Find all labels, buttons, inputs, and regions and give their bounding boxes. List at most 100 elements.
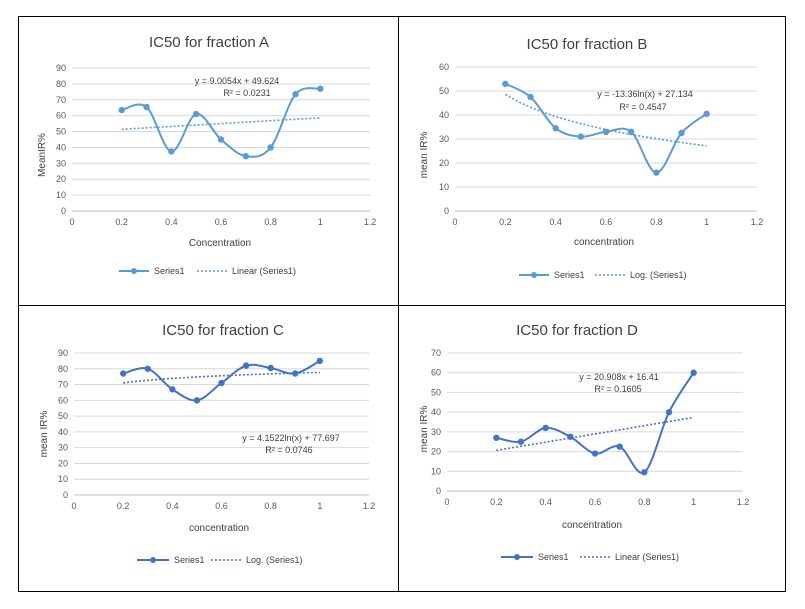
legend-series-marker bbox=[131, 268, 137, 274]
data-point bbox=[542, 424, 549, 432]
data-point bbox=[242, 362, 250, 369]
y-tick-label: 0 bbox=[61, 206, 66, 216]
legend-series-label: Series1 bbox=[538, 552, 569, 562]
data-point bbox=[169, 386, 176, 393]
y-tick-label: 60 bbox=[58, 395, 68, 405]
data-point bbox=[591, 450, 599, 457]
data-point bbox=[143, 103, 150, 111]
data-point bbox=[217, 136, 225, 143]
chart-panel-c: IC50 for fraction C 01020304050607080900… bbox=[39, 322, 375, 565]
trendline-path bbox=[504, 93, 707, 147]
series-line bbox=[118, 85, 324, 160]
gridlines bbox=[74, 352, 369, 496]
r-squared-label: R² = 0.0746 bbox=[265, 445, 312, 455]
data-point bbox=[119, 370, 127, 377]
y-tick-label: 10 bbox=[431, 466, 441, 476]
y-tick-label: 20 bbox=[431, 447, 441, 457]
y-tick-label: 50 bbox=[431, 387, 441, 397]
x-tick-label: 0.4 bbox=[165, 217, 178, 227]
y-tick-label: 50 bbox=[439, 86, 449, 96]
legend-series-label: Series1 bbox=[174, 555, 205, 565]
x-tick-label: 0 bbox=[71, 501, 76, 511]
data-point bbox=[627, 128, 635, 135]
legend: Series1 Linear (Series1) bbox=[119, 266, 296, 276]
y-tick-label: 90 bbox=[58, 348, 68, 358]
y-tick-label: 40 bbox=[439, 110, 449, 120]
data-point bbox=[242, 152, 250, 160]
r-squared-label: R² = 0.1605 bbox=[594, 384, 641, 394]
y-tick-label: 60 bbox=[56, 111, 66, 121]
legend: Series1 Log. (Series1) bbox=[137, 555, 303, 565]
x-tick-label: 0.2 bbox=[115, 217, 128, 227]
data-point bbox=[193, 397, 201, 404]
y-tick-label: 70 bbox=[56, 95, 66, 105]
legend: Series1 Log. (Series1) bbox=[519, 270, 687, 280]
x-tick-label: 0 bbox=[444, 497, 449, 507]
y-axis-title: mean IR% bbox=[419, 132, 430, 179]
x-tick-label: 0 bbox=[452, 217, 457, 227]
data-point bbox=[192, 110, 200, 118]
series-path bbox=[121, 87, 321, 158]
gridlines bbox=[455, 66, 757, 212]
x-tick-label: 0.2 bbox=[490, 497, 503, 507]
y-tick-label: 80 bbox=[58, 364, 68, 374]
legend-trend-label: Log. (Series1) bbox=[630, 270, 687, 280]
data-point bbox=[665, 408, 673, 416]
data-point bbox=[552, 125, 559, 132]
trend-equation: y = 20.908x + 16.41 bbox=[579, 372, 659, 382]
x-tick-label: 1.2 bbox=[364, 217, 377, 227]
y-axis-title: mean IR% bbox=[419, 406, 430, 453]
series-line bbox=[119, 357, 324, 404]
x-tick-label: 1.2 bbox=[751, 217, 764, 227]
data-point bbox=[292, 91, 299, 98]
data-point bbox=[527, 93, 534, 101]
data-point bbox=[678, 129, 685, 137]
tick-labels: 0 10 20 30 40 50 60 70 80 90 0 0.2 0.4 0.6 0.8 1 1.2 bbox=[56, 63, 376, 227]
data-point bbox=[292, 370, 299, 377]
outer-border bbox=[18, 16, 786, 592]
x-tick-label: 0.6 bbox=[215, 501, 228, 511]
data-point bbox=[144, 365, 151, 372]
y-tick-label: 10 bbox=[58, 474, 68, 484]
chart-panel-b: IC50 for fraction B 0 10 20 30 40 50 60 0 0.2 0.4… bbox=[419, 36, 763, 280]
x-tick-label: 0.8 bbox=[650, 217, 663, 227]
y-tick-label: 70 bbox=[431, 348, 441, 358]
x-axis-title: concentration bbox=[189, 523, 249, 534]
x-tick-label: 0 bbox=[69, 217, 74, 227]
data-point bbox=[653, 169, 660, 176]
gridlines bbox=[72, 67, 370, 212]
x-tick-label: 0.8 bbox=[264, 501, 277, 511]
tick-labels: 0 10 20 30 40 50 60 0 0.2 0.4 0.6 0.8 1 1.2 bbox=[439, 62, 763, 227]
y-tick-label: 10 bbox=[56, 190, 66, 200]
data-point bbox=[267, 364, 274, 372]
x-tick-label: 0.8 bbox=[638, 497, 651, 507]
x-axis-title: Concentration bbox=[189, 238, 251, 249]
y-tick-label: 60 bbox=[431, 368, 441, 378]
x-tick-label: 0.8 bbox=[264, 217, 277, 227]
chart-title: IC50 for fraction D bbox=[516, 322, 638, 339]
series-line bbox=[493, 369, 697, 476]
data-point bbox=[118, 106, 125, 114]
trend-equation: y = 4.1522ln(x) + 77.697 bbox=[242, 433, 340, 443]
legend-series-marker bbox=[531, 272, 537, 278]
data-point bbox=[690, 369, 697, 376]
x-tick-label: 1 bbox=[704, 217, 709, 227]
data-point bbox=[267, 144, 274, 151]
data-point bbox=[602, 128, 610, 135]
y-tick-label: 40 bbox=[56, 142, 66, 152]
legend-trend-label: Log. (Series1) bbox=[246, 555, 303, 565]
x-tick-label: 0.6 bbox=[589, 497, 602, 507]
y-tick-label: 30 bbox=[431, 427, 441, 437]
x-tick-label: 0.2 bbox=[117, 501, 130, 511]
x-axis-title: concentration bbox=[574, 237, 634, 248]
data-point bbox=[316, 357, 324, 365]
y-tick-label: 80 bbox=[56, 79, 66, 89]
y-tick-label: 60 bbox=[439, 62, 449, 72]
y-tick-label: 30 bbox=[439, 134, 449, 144]
trend-equation: y = -13.36ln(x) + 27.134 bbox=[597, 89, 693, 99]
x-tick-label: 1 bbox=[318, 217, 323, 227]
y-tick-label: 0 bbox=[63, 490, 68, 500]
r-squared-label: R² = 0.4547 bbox=[619, 102, 666, 112]
data-point bbox=[703, 110, 710, 118]
